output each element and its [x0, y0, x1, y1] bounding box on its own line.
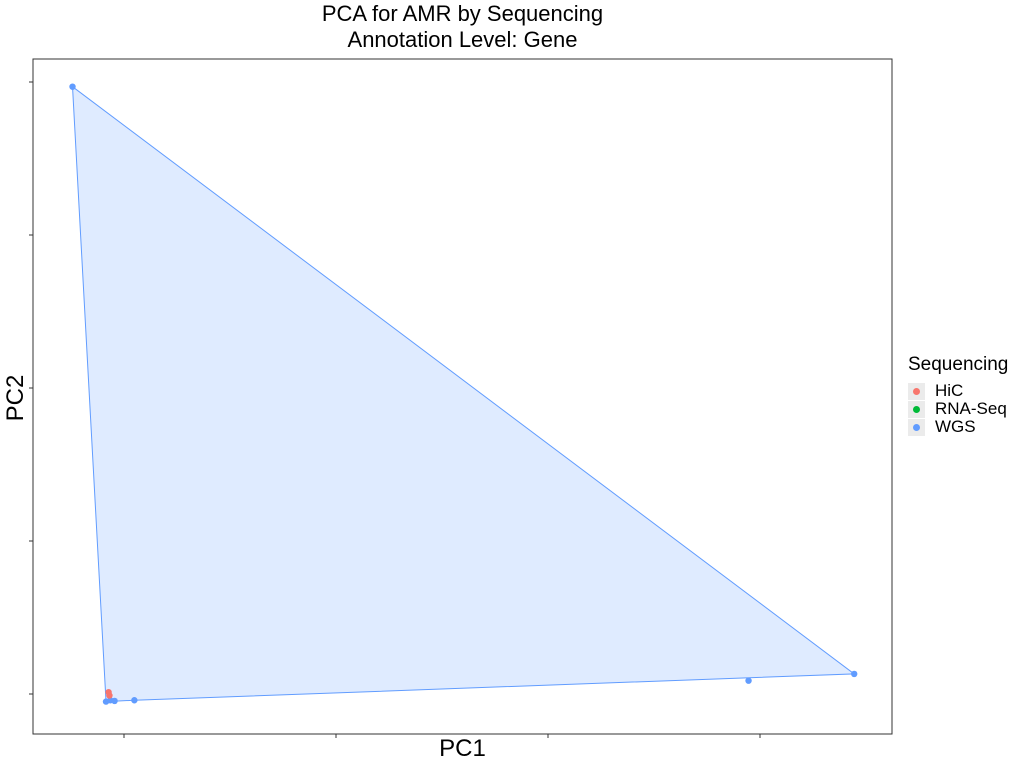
chart-title: PCA for AMR by Sequencing	[321, 1, 604, 26]
point-layer	[69, 83, 858, 705]
axis-ticks	[29, 81, 761, 738]
legend-title: Sequencing	[908, 354, 1009, 375]
legend-item-rna-seq: RNA-Seq	[908, 399, 1024, 418]
data-point-hic	[106, 692, 113, 699]
data-point-wgs	[111, 697, 118, 705]
legend-item-hic: HiC	[908, 381, 1024, 400]
data-point-wgs	[851, 670, 858, 678]
data-point-wgs	[131, 697, 138, 704]
legend-label-rna-seq: RNA-Seq	[935, 399, 1007, 418]
legend-dot-hic	[913, 387, 920, 395]
legend: Sequencing HiC RNA-Seq WGS	[908, 354, 1024, 436]
chart-subtitle: Annotation Level: Gene	[347, 27, 578, 52]
legend-dot-wgs	[913, 423, 920, 431]
legend-key	[908, 418, 925, 436]
data-point-wgs	[69, 83, 76, 90]
x-axis-label: PC1	[439, 735, 486, 762]
plot-panel	[32, 58, 893, 735]
legend-item-wgs: WGS	[908, 417, 1024, 436]
legend-label-hic: HiC	[935, 381, 964, 400]
legend-label-wgs: WGS	[935, 417, 976, 436]
y-axis-label: PC2	[2, 374, 29, 422]
legend-key	[908, 382, 925, 400]
legend-key	[908, 400, 925, 418]
data-point-wgs	[745, 677, 752, 684]
legend-dot-rna-seq	[913, 405, 920, 413]
